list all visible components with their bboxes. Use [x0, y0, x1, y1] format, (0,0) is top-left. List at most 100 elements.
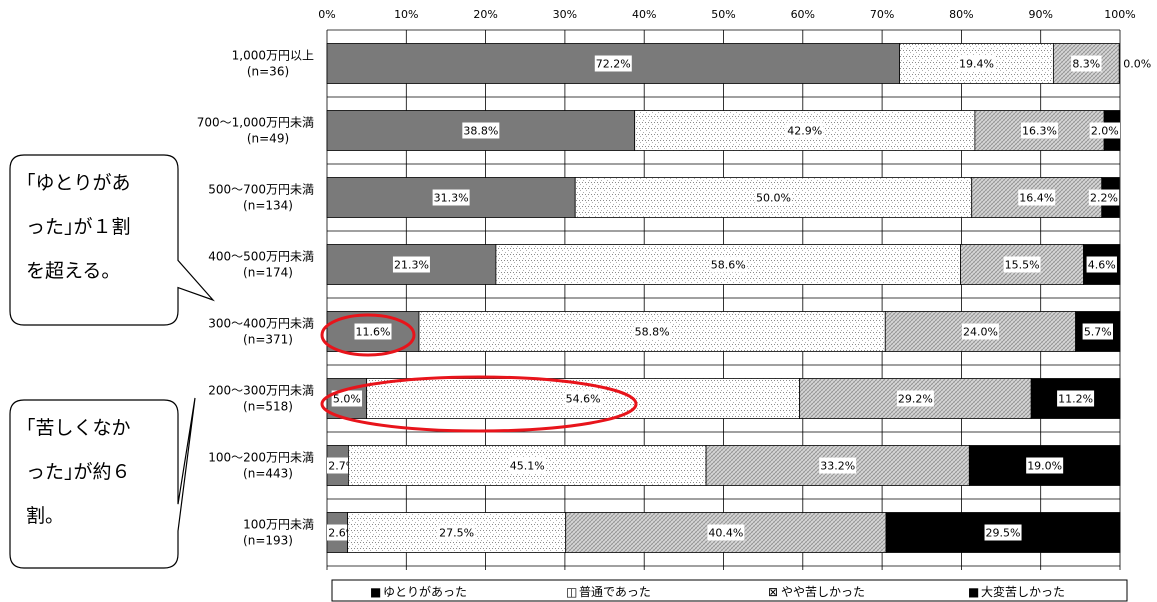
data-label: 21.3% [394, 259, 429, 272]
data-label: 72.2% [596, 58, 631, 71]
category-n: (n=518) [243, 400, 293, 414]
data-label: 19.0% [1027, 460, 1062, 473]
legend-label: 普通であった [579, 585, 651, 599]
data-label-bg [1082, 323, 1113, 340]
highlight-ellipses [320, 313, 638, 433]
data-label-bg [754, 189, 792, 206]
legend-item: ■ 大変苦しかった [968, 584, 1065, 599]
category-label: 1,000万円以上 [232, 49, 314, 63]
data-label-bg [707, 524, 745, 541]
x-tick-label: 20% [473, 8, 497, 21]
callout-text: った｣が１割 [26, 216, 131, 238]
data-label: 40.4% [708, 527, 743, 540]
legend: ■ ゆとりがあった ◫ 普通であった ⊠ やや苦しかった ■ 大変苦しかった [331, 579, 1128, 602]
category-label: 200～300万円未満 [208, 384, 314, 398]
data-label: 11.2% [1058, 393, 1093, 406]
callout-bottom [9, 397, 196, 569]
x-tick-label: 30% [553, 8, 577, 21]
x-tick-label: 10% [394, 8, 418, 21]
data-label-bg [896, 390, 934, 407]
category-label: 100～200万円未満 [208, 451, 314, 465]
x-axis-ticks: 0% 10% 20% 30% 40% 50% 60% 70% 80% 90% 100% [318, 8, 1135, 21]
data-label-bg [432, 189, 470, 206]
x-tick-label: 90% [1028, 8, 1052, 21]
category-n: (n=193) [243, 534, 293, 548]
data-label: 5.0% [333, 393, 361, 406]
callout-top [9, 154, 215, 326]
legend-label: 大変苦しかった [981, 584, 1065, 599]
category-n: (n=371) [243, 333, 293, 347]
x-tick-label: 0% [318, 8, 335, 21]
data-label-bg [1086, 256, 1117, 273]
data-label-bg [392, 256, 430, 273]
category-label: 500～700万円未満 [208, 183, 314, 197]
legend-item: ■ ゆとりがあった [370, 584, 467, 599]
data-label-bg [1021, 122, 1059, 139]
legend-label: やや苦しかった [781, 585, 865, 599]
data-label: 4.6% [1088, 259, 1116, 272]
category-n: (n=174) [243, 266, 293, 280]
data-label-bg [984, 524, 1022, 541]
legend-symbol: ■ [370, 585, 381, 599]
data-label: 8.3% [1072, 58, 1100, 71]
category-n: (n=36) [247, 65, 289, 79]
data-label: 16.3% [1022, 125, 1057, 138]
legend-symbol: ⊠ [768, 585, 778, 599]
data-label: 58.8% [635, 326, 670, 339]
data-label: 19.4% [959, 58, 994, 71]
x-tick-label: 40% [632, 8, 656, 21]
data-label: 2.2% [1090, 192, 1118, 205]
category-label: 300～400万円未満 [208, 317, 314, 331]
data-label-bg [438, 524, 476, 541]
data-label-bg [1088, 189, 1120, 206]
data-label: 27.5% [439, 527, 474, 540]
category-n: (n=443) [243, 467, 293, 481]
x-tick-label: 60% [791, 8, 815, 21]
data-label: 42.9% [787, 125, 822, 138]
data-label-bg [564, 390, 602, 407]
x-tick-label: 100% [1104, 8, 1135, 21]
bar-segment [971, 177, 1103, 218]
data-label-bg [354, 323, 392, 340]
data-label: 50.0% [756, 192, 791, 205]
data-label: 31.3% [434, 192, 469, 205]
legend-symbol: ■ [968, 585, 979, 599]
legend-symbol: ◫ [566, 585, 577, 599]
data-label-bg [1018, 189, 1056, 206]
callout-text: を超える。 [26, 260, 120, 282]
data-label-bg [462, 122, 500, 139]
legend-box [331, 579, 1128, 602]
legend-label: ゆとりがあった [383, 584, 467, 599]
data-label: 15.5% [1005, 259, 1040, 272]
x-tick-label: 50% [711, 8, 735, 21]
callout-text: 割。 [26, 505, 64, 527]
data-label: 24.0% [963, 326, 998, 339]
x-tick-label: 70% [870, 8, 894, 21]
data-label-bg [331, 390, 363, 407]
category-n: (n=49) [247, 132, 289, 146]
data-label: 0.0% [1123, 58, 1151, 71]
data-label: 29.2% [898, 393, 933, 406]
data-label: 33.2% [820, 460, 855, 473]
data-label-bg [1089, 122, 1120, 139]
data-label-bg [786, 122, 824, 139]
data-label-bg [819, 457, 857, 474]
data-label: 2.0% [1091, 125, 1119, 138]
data-label-bg [961, 323, 999, 340]
data-label: 11.6% [356, 326, 391, 339]
data-label: 38.8% [463, 125, 498, 138]
category-label: 400～500万円未満 [208, 250, 314, 264]
highlight-ellipse [320, 313, 416, 357]
legend-item: ⊠ やや苦しかった [768, 585, 865, 599]
data-label-bg [1003, 256, 1041, 273]
data-label-bg [1071, 55, 1102, 72]
callout-text: ｢苦しくなか [26, 417, 131, 439]
bars: 72.2% 19.4% 8.3% 0.0% 38.8% 42.9% 16.3% 2.0% 31.… [326, 43, 1153, 553]
legend-item: ◫ 普通であった [566, 585, 651, 599]
callout-text: ｢ゆとりがあ [26, 172, 131, 194]
data-label-bg [957, 55, 995, 72]
data-label-bg [1026, 457, 1064, 474]
data-label-bg [508, 457, 546, 474]
